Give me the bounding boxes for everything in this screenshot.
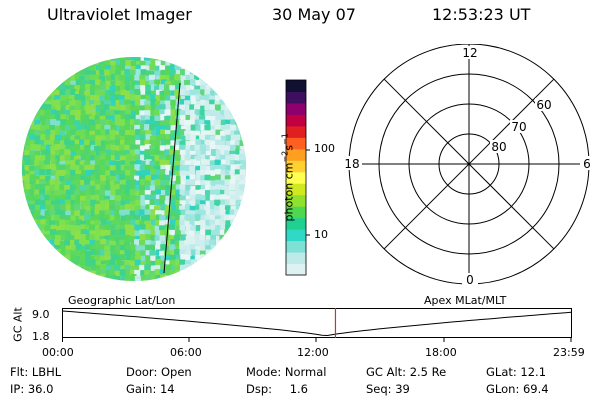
lat-label-60: 60 xyxy=(536,98,551,112)
mlt-label-18: 18 xyxy=(344,157,359,171)
timeline-frame xyxy=(62,308,572,338)
x-label-0000: 00:00 xyxy=(42,346,74,359)
colorbar-cell xyxy=(286,263,306,276)
glat-field: GLat: 12.1 xyxy=(486,365,547,379)
colorbar-cell xyxy=(286,137,306,150)
glon-field: GLon: 69.4 xyxy=(486,382,549,396)
terminator-line xyxy=(163,82,181,274)
gc-alt-axis-label: GC Alt xyxy=(11,307,25,342)
x-label-1800: 18:00 xyxy=(425,346,457,359)
seq-field: Seq: 39 xyxy=(366,382,410,396)
meridian-line-diagonal-2 xyxy=(383,78,555,250)
altitude-curve xyxy=(62,310,572,337)
date-label: 30 May 07 xyxy=(272,5,356,24)
dsp-field: Dsp: 1.6 xyxy=(246,382,308,396)
altitude-timeline xyxy=(62,308,572,342)
colorbar-cell xyxy=(286,102,306,115)
gc-alt-field: GC Alt: 2.5 Re xyxy=(366,365,447,379)
lat-label-80: 80 xyxy=(491,140,506,154)
colorbar-cell xyxy=(286,80,306,92)
colorbar-cell xyxy=(286,91,306,104)
y-tick-1-8: 1.8 xyxy=(32,330,50,343)
colorbar-unit-label: photon cm−2s−1 xyxy=(280,133,296,222)
x-label-0600: 06:00 xyxy=(170,346,202,359)
y-tick-9: 9.0 xyxy=(32,308,50,321)
uv-pixel-field xyxy=(22,57,246,281)
colorbar-cell xyxy=(286,240,306,253)
colorbar-cell xyxy=(286,183,306,196)
uv-earth-image xyxy=(22,57,246,281)
colorbar-cell xyxy=(286,171,306,184)
colorbar-tick-100: 100 xyxy=(314,142,335,155)
ip-field: IP: 36.0 xyxy=(10,382,54,396)
colorbar-cell xyxy=(286,160,306,173)
time-label: 12:53:23 UT xyxy=(432,5,531,24)
colorbar-cell xyxy=(286,125,306,138)
x-label-2359: 23:59 xyxy=(553,346,585,359)
color-bar xyxy=(285,79,310,276)
geographic-lat-lon-title: Geographic Lat/Lon xyxy=(68,294,176,307)
colorbar-cell xyxy=(286,252,306,265)
colorbar-cell xyxy=(286,229,306,242)
lat-label-70: 70 xyxy=(511,120,526,134)
polar-grid: 12 0 18 6 80 70 60 xyxy=(342,44,594,287)
door-field: Door: Open xyxy=(126,365,192,379)
colorbar-cell xyxy=(286,114,306,127)
colorbar-cell xyxy=(286,206,306,219)
colorbar-cell xyxy=(286,194,306,207)
apex-mlat-mlt-title: Apex MLat/MLT xyxy=(424,294,507,307)
colorbar-tick-10: 10 xyxy=(314,228,328,241)
mlt-label-6: 6 xyxy=(583,157,591,171)
mlt-label-12: 12 xyxy=(462,46,477,60)
x-label-1200: 12:00 xyxy=(297,346,329,359)
mlt-label-0: 0 xyxy=(466,273,474,287)
flt-field: Flt: LBHL xyxy=(10,365,62,379)
colorbar-cell xyxy=(286,148,306,161)
instrument-title: Ultraviolet Imager xyxy=(47,5,192,24)
gain-field: Gain: 14 xyxy=(126,382,175,396)
mode-field: Mode: Normal xyxy=(246,365,327,379)
colorbar-cell xyxy=(286,217,306,230)
